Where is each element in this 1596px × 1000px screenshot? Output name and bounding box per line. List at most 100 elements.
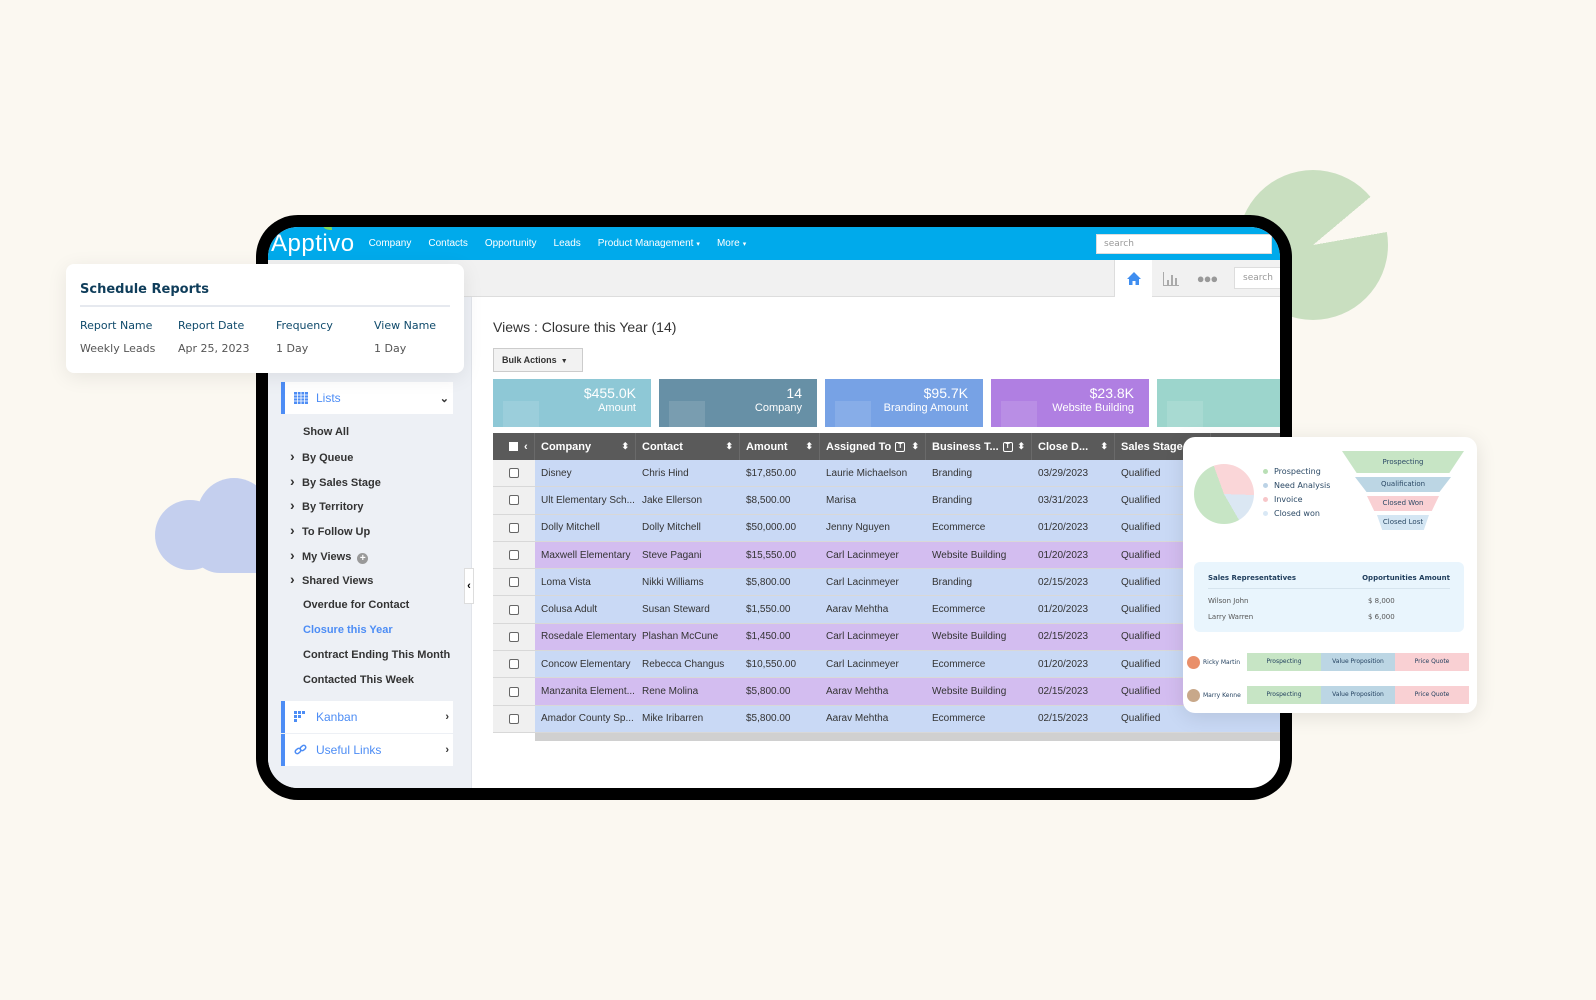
schedule-column: View Name 1 Day [374,319,464,355]
nav-item-contacts[interactable]: Contacts [428,238,468,249]
table-row[interactable]: Loma Vista Nikki Williams $5,800.00 Carl La… [493,569,1280,597]
row-checkbox[interactable] [509,495,519,506]
more-options-button[interactable]: ●●● [1188,260,1226,297]
row-checkbox[interactable] [509,522,519,533]
column-header-contact[interactable]: Contact ⬍ [636,433,740,460]
schedule-column: Report Name Weekly Leads [80,319,178,355]
card-watermark-icon [669,401,705,427]
cell-company: Colusa Adult [541,604,598,616]
table-row[interactable]: Disney Chris Hind $17,850.00 Laurie Michael… [493,460,1280,488]
cell-close: 02/15/2023 [1038,576,1089,588]
useful-links-section-header[interactable]: Useful Links › [281,734,453,766]
sidebar-item-to-follow-up[interactable]: › To Follow Up [290,522,371,538]
table-row[interactable]: Maxwell Elementary Steve Pagani $15,550.00… [493,541,1280,570]
table-row[interactable]: Manzanita Element... Rene Molina $5,800.00… [493,678,1280,706]
avatar [1187,688,1200,702]
table-row[interactable]: Amador County Sp... Mike Iribarren $5,800.… [493,705,1280,733]
legend-item: Need Analysis [1263,481,1330,490]
summary-card[interactable]: $95.7K Branding Amount [825,379,983,427]
filter-icon[interactable]: T [1002,441,1013,452]
sidebar-item-by-sales-stage[interactable]: › By Sales Stage [290,473,381,489]
cell-company: Rosedale Elementary [541,631,636,643]
cell-amount: $5,800.00 [746,686,791,698]
sidebar-item-closure-this-year[interactable]: Closure this Year [303,624,393,636]
row-checkbox[interactable] [509,577,519,588]
summary-card[interactable]: $ [1157,379,1280,427]
filter-icon[interactable]: T [895,441,906,452]
table-row[interactable]: Ult Elementary Sch... Jake Ellerson $8,500… [493,487,1280,515]
reports-button[interactable] [1152,260,1190,297]
column-header-company[interactable]: Company ⬍ [535,433,636,460]
row-select-cell [493,596,535,623]
column-header-assigned-to[interactable]: Assigned To T ⬍ [820,433,926,460]
cell-assigned: Marisa [826,494,857,506]
apptivo-logo[interactable]: Apptivo [271,227,355,258]
row-checkbox[interactable] [509,659,519,670]
row-select-cell [493,487,535,514]
table-row[interactable]: Concow Elementary Rebecca Changus $10,550.… [493,651,1280,679]
add-view-plus-icon[interactable]: + [357,553,369,564]
table-row[interactable]: Colusa Adult Susan Steward $1,550.00 Aarav … [493,596,1280,624]
cell-stage: Qualified [1121,467,1161,479]
card-value: $23.8K [1089,385,1134,401]
table-row[interactable]: Rosedale Elementary Plashan McCune $1,450.… [493,623,1280,652]
sort-icon[interactable]: ⬍ [911,441,919,451]
sub-search-input[interactable]: search [1234,267,1280,289]
page-title: Views : Closure this Year (14) [493,319,677,335]
lists-section-header[interactable]: Lists ⌄ [281,382,453,414]
summary-card[interactable]: $455.0K Amount [493,379,651,427]
chevron-left-icon[interactable]: ‹ [524,440,528,453]
summary-card[interactable]: 14 Company [659,379,817,427]
sidebar-item-overdue-for-contact[interactable]: Overdue for Contact [303,599,410,611]
row-checkbox[interactable] [509,604,519,615]
select-all-checkbox[interactable] [509,442,518,451]
dashboard-widget-card: Prospecting Need Analysis Invoice Closed wo… [1183,437,1477,713]
kanban-section-header[interactable]: Kanban › [281,701,453,733]
column-header-close-d-[interactable]: Close D... ⬍ [1032,433,1115,460]
select-all-header[interactable]: ‹ [493,433,535,460]
cell-amount: $15,550.00 [746,549,797,561]
horizontal-scrollbar[interactable] [535,732,1280,741]
sidebar-item-contract-ending-this-month[interactable]: Contract Ending This Month [303,649,451,661]
sidebar-item-my-views[interactable]: › My Views + [290,548,369,564]
ellipsis-icon: ●●● [1196,271,1219,286]
sidebar-item-shared-views[interactable]: › Shared Views [290,571,374,587]
global-search-input[interactable]: search [1096,234,1272,254]
nav-item-more[interactable]: More ▾ [716,238,747,249]
nav-item-company[interactable]: Company [368,238,412,249]
summary-card[interactable]: $23.8K Website Building [991,379,1149,427]
row-checkbox[interactable] [509,686,519,697]
row-checkbox[interactable] [509,631,519,642]
sidebar-item-by-queue[interactable]: › By Queue [290,448,354,464]
sidebar-item-contacted-this-week[interactable]: Contacted This Week [303,674,415,686]
row-checkbox[interactable] [509,468,519,479]
table-row[interactable]: Dolly Mitchell Dolly Mitchell $50,000.00 Je… [493,514,1280,542]
sort-icon[interactable]: ⬍ [621,441,629,451]
sort-icon[interactable]: ⬍ [1017,441,1025,451]
row-checkbox[interactable] [509,713,519,724]
schedule-column-header: View Name [374,319,437,332]
sort-icon[interactable]: ⬍ [1100,441,1108,451]
row-checkbox[interactable] [509,550,519,561]
pipeline-row: Ricky Martin Prospecting Value Proposition… [1183,653,1477,671]
nav-item-product-management[interactable]: Product Management ▾ [597,238,700,249]
sort-icon[interactable]: ⬍ [725,441,733,451]
opportunities-table: ‹ Company ⬍ Contact ⬍ Amount ⬍ Assigned To T ⬍ Bus… [493,433,1280,741]
sidebar-item-by-territory[interactable]: › By Territory [290,497,364,513]
cell-contact: Dolly Mitchell [642,522,701,534]
column-header-business-t-[interactable]: Business T... T ⬍ [926,433,1032,460]
cell-close: 02/15/2023 [1038,713,1089,725]
nav-item-opportunity[interactable]: Opportunity [484,238,537,249]
column-header-amount[interactable]: Amount ⬍ [740,433,820,460]
row-select-cell [493,569,535,596]
cell-close: 03/31/2023 [1038,494,1089,506]
sort-icon[interactable]: ⬍ [805,441,813,451]
bulk-actions-button[interactable]: Bulk Actions ▼ [493,348,583,372]
nav-item-leads[interactable]: Leads [553,238,581,249]
sidebar-item-show-all[interactable]: Show All [303,426,350,438]
collapse-sidebar-button[interactable]: ‹ [464,568,474,604]
cell-close: 01/20/2023 [1038,604,1089,616]
legend-dot-icon [1263,511,1268,516]
home-button[interactable] [1114,260,1152,297]
sales-funnel: Prospecting Qualification Closed Won Closed… [1341,451,1465,534]
